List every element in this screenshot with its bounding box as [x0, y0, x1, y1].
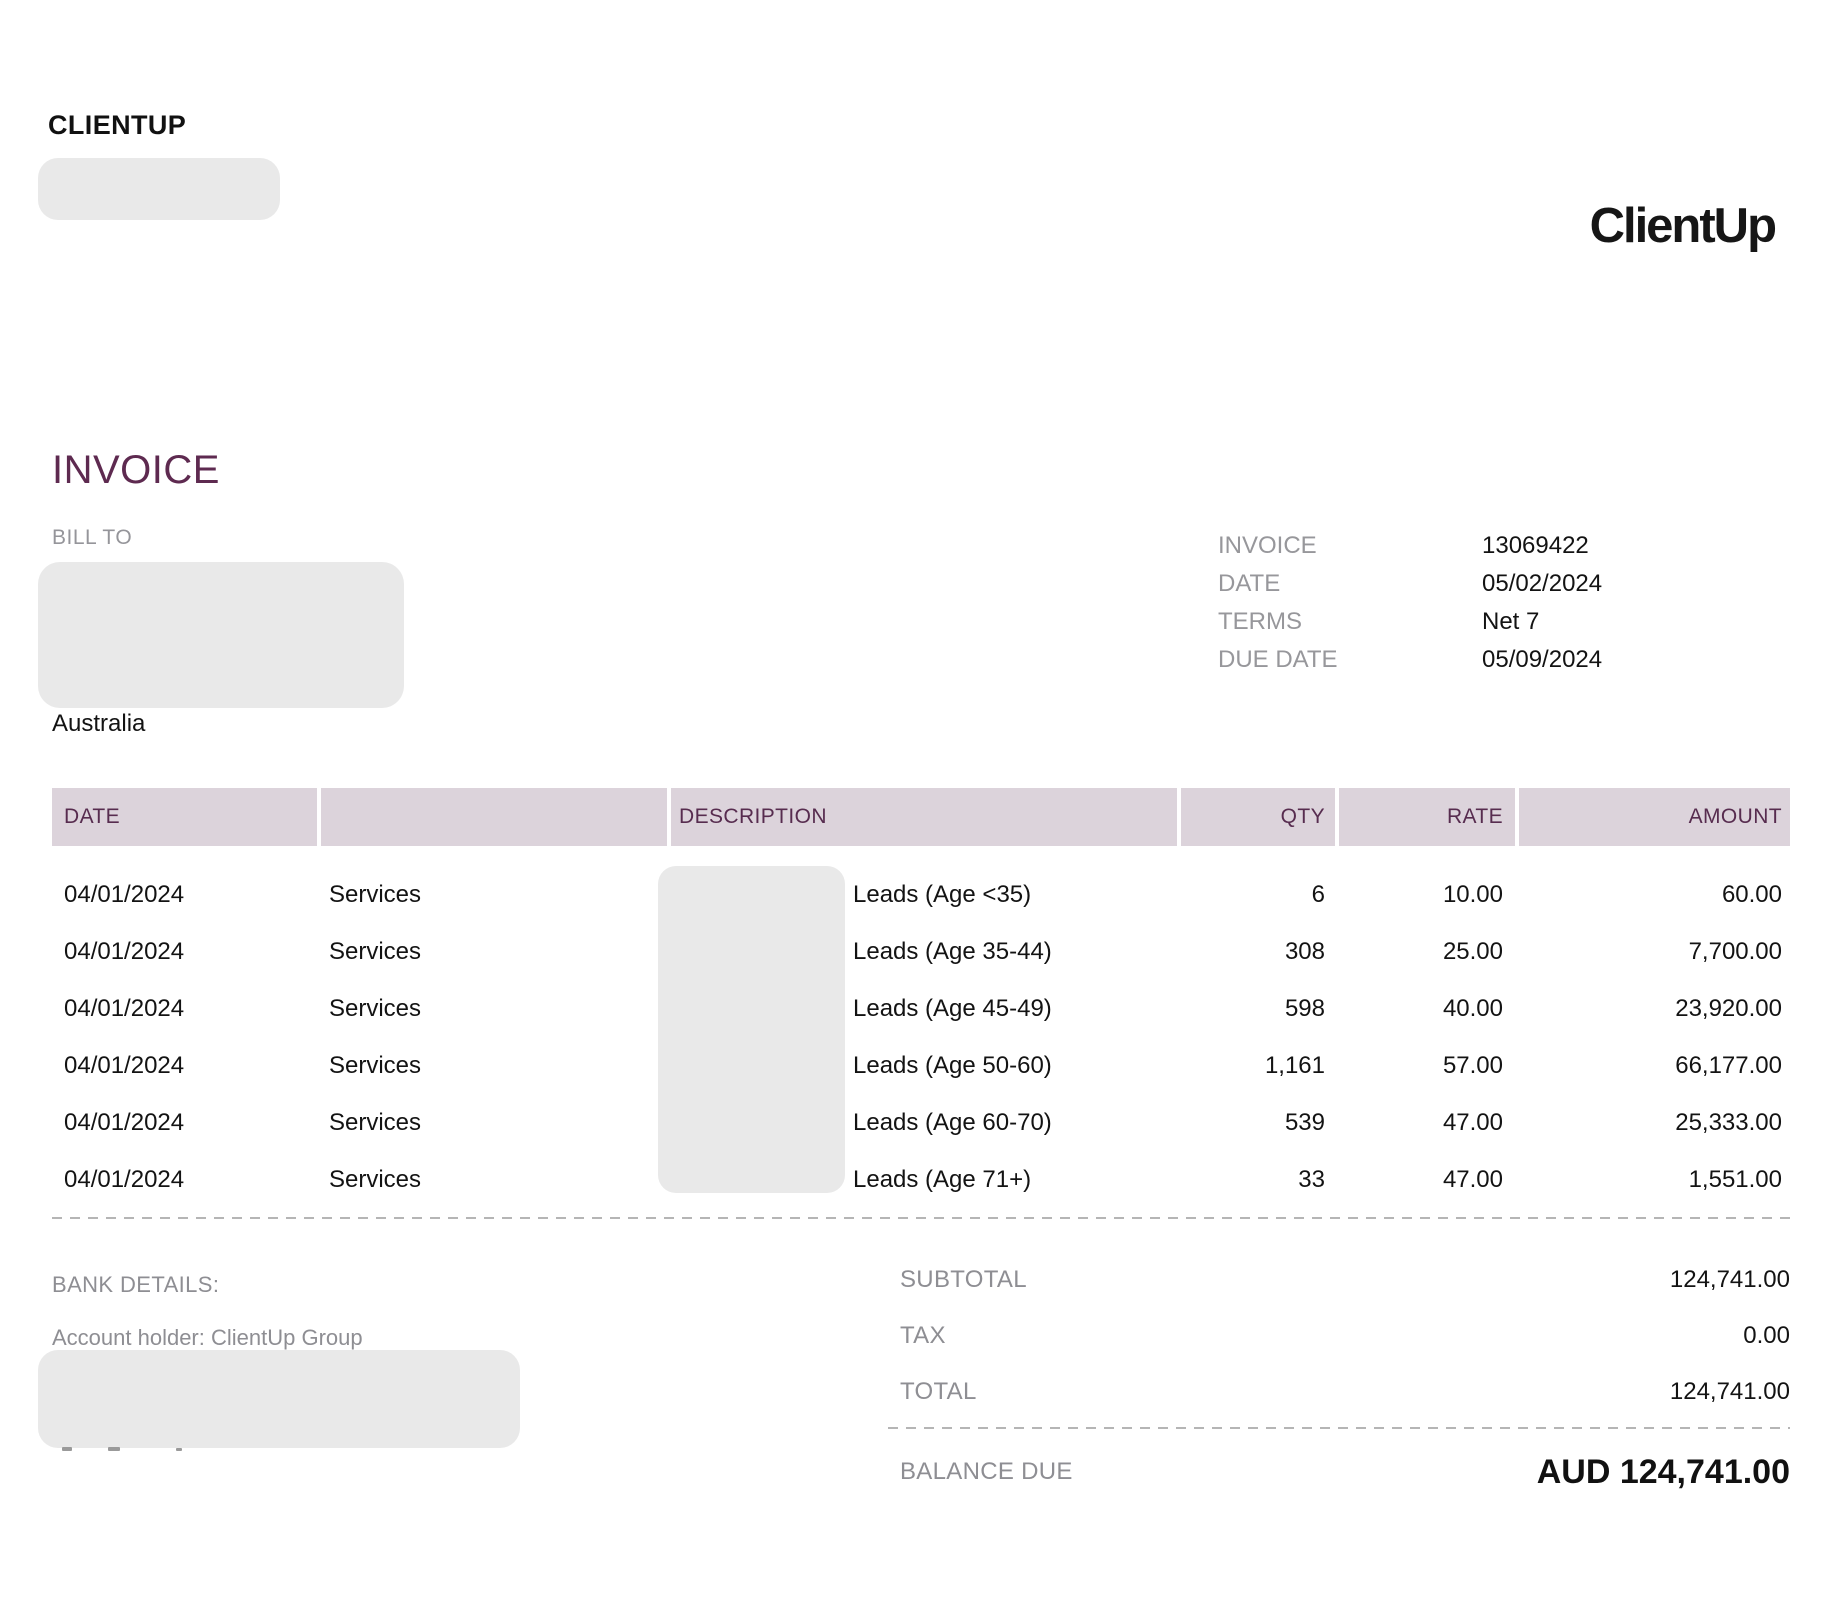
invoice-date-label: DATE: [1218, 570, 1281, 597]
row-description: Leads (Age <35): [853, 880, 1032, 908]
meta-row-date: DATE 05/02/2024: [1218, 565, 1790, 603]
balance-due-value: AUD 124,741.00: [1536, 1452, 1790, 1491]
table-header-row: DATE DESCRIPTION QTY RATE AMOUNT: [52, 788, 1790, 846]
row-amount: 66,177.00: [1675, 1051, 1782, 1079]
row-qty: 6: [1311, 880, 1325, 908]
bill-to-country: Australia: [52, 710, 146, 737]
subtotal-row: SUBTOTAL 124,741.00: [900, 1252, 1790, 1308]
row-description: Leads (Age 71+): [853, 1165, 1032, 1193]
row-description: Leads (Age 35-44): [853, 937, 1052, 965]
row-service: Services: [329, 1165, 422, 1193]
invoice-meta: INVOICE 13069422 DATE 05/02/2024 TERMS N…: [1218, 527, 1790, 679]
meta-row-due-date: DUE DATE 05/09/2024: [1218, 641, 1790, 679]
redacted-description-block: [658, 866, 845, 1193]
row-service: Services: [329, 880, 422, 908]
row-amount: 1,551.00: [1688, 1165, 1782, 1193]
table-row: 04/01/2024 Services Leads (Age 45-49) 59…: [52, 980, 1790, 1037]
bill-to-label: BILL TO: [52, 526, 133, 549]
row-service: Services: [329, 1051, 422, 1079]
row-rate: 25.00: [1442, 937, 1503, 965]
column-header-amount: AMOUNT: [1519, 788, 1790, 846]
row-amount: 7,700.00: [1688, 937, 1782, 965]
table-row: 04/01/2024 Services Leads (Age 50-60) 1,…: [52, 1037, 1790, 1094]
invoice-number-label: INVOICE: [1218, 532, 1317, 559]
row-rate: 57.00: [1442, 1051, 1503, 1079]
row-amount: 60.00: [1721, 880, 1782, 908]
row-qty: 539: [1284, 1108, 1325, 1136]
clipped-text-artifact: [176, 1448, 182, 1451]
table-row: 04/01/2024 Services Leads (Age 35-44) 30…: [52, 923, 1790, 980]
divider-dashed-bottom: [888, 1427, 1790, 1429]
row-amount: 23,920.00: [1675, 994, 1782, 1022]
column-header-service: [321, 788, 667, 846]
row-date: 04/01/2024: [64, 937, 185, 965]
clipped-text-artifact: [108, 1447, 120, 1451]
row-qty: 598: [1284, 994, 1325, 1022]
page-title: INVOICE: [52, 448, 220, 492]
column-header-date: DATE: [52, 788, 317, 846]
subtotal-label: SUBTOTAL: [900, 1266, 1027, 1293]
row-date: 04/01/2024: [64, 994, 185, 1022]
tax-value: 0.00: [1743, 1322, 1790, 1349]
subtotal-value: 124,741.00: [1669, 1266, 1790, 1293]
invoice-number-value: 13069422: [1482, 532, 1589, 559]
row-rate: 10.00: [1442, 880, 1503, 908]
total-row: TOTAL 124,741.00: [900, 1364, 1790, 1420]
total-value: 124,741.00: [1669, 1378, 1790, 1405]
row-description: Leads (Age 45-49): [853, 994, 1052, 1022]
column-header-qty: QTY: [1181, 788, 1335, 846]
meta-row-terms: TERMS Net 7: [1218, 603, 1790, 641]
invoice-due-date-value: 05/09/2024: [1482, 646, 1603, 673]
redacted-bank-details: [38, 1350, 520, 1448]
row-date: 04/01/2024: [64, 880, 185, 908]
redacted-bill-to-address: [38, 562, 404, 708]
balance-due-label: BALANCE DUE: [900, 1458, 1073, 1485]
row-qty: 308: [1284, 937, 1325, 965]
table-row: 04/01/2024 Services Leads (Age <35) 6 10…: [52, 866, 1790, 923]
table-body: 04/01/2024 Services Leads (Age <35) 6 10…: [52, 866, 1790, 1208]
bank-details-label: BANK DETAILS:: [52, 1272, 220, 1297]
table-row: 04/01/2024 Services Leads (Age 71+) 33 4…: [52, 1151, 1790, 1208]
row-service: Services: [329, 1108, 422, 1136]
row-rate: 40.00: [1442, 994, 1503, 1022]
invoice-terms-value: Net 7: [1482, 608, 1540, 635]
invoice-terms-label: TERMS: [1218, 608, 1302, 635]
clipped-text-artifact: [62, 1447, 72, 1451]
row-rate: 47.00: [1442, 1165, 1503, 1193]
row-date: 04/01/2024: [64, 1108, 185, 1136]
total-label: TOTAL: [900, 1378, 977, 1405]
divider-dashed-top: [52, 1217, 1790, 1219]
row-rate: 47.00: [1442, 1108, 1503, 1136]
balance-due-row: BALANCE DUE AUD 124,741.00: [900, 1440, 1790, 1504]
invoice-date-value: 05/02/2024: [1482, 570, 1603, 597]
row-description: Leads (Age 60-70): [853, 1108, 1052, 1136]
row-qty: 33: [1298, 1165, 1325, 1193]
row-service: Services: [329, 937, 422, 965]
table-row: 04/01/2024 Services Leads (Age 60-70) 53…: [52, 1094, 1790, 1151]
row-description: Leads (Age 50-60): [853, 1051, 1052, 1079]
tax-label: TAX: [900, 1322, 946, 1349]
company-logo: ClientUp: [1589, 199, 1777, 253]
row-qty: 1,161: [1264, 1051, 1325, 1079]
row-date: 04/01/2024: [64, 1051, 185, 1079]
column-header-description: DESCRIPTION: [671, 788, 1177, 846]
meta-row-invoice-number: INVOICE 13069422: [1218, 527, 1790, 565]
row-amount: 25,333.00: [1675, 1108, 1782, 1136]
tax-row: TAX 0.00: [900, 1308, 1790, 1364]
redacted-sender-address: [38, 158, 280, 220]
column-header-rate: RATE: [1339, 788, 1515, 846]
row-date: 04/01/2024: [64, 1165, 185, 1193]
row-service: Services: [329, 994, 422, 1022]
company-name: CLIENTUP: [48, 110, 187, 140]
invoice-due-date-label: DUE DATE: [1218, 646, 1338, 673]
bank-account-holder: Account holder: ClientUp Group: [52, 1325, 363, 1350]
